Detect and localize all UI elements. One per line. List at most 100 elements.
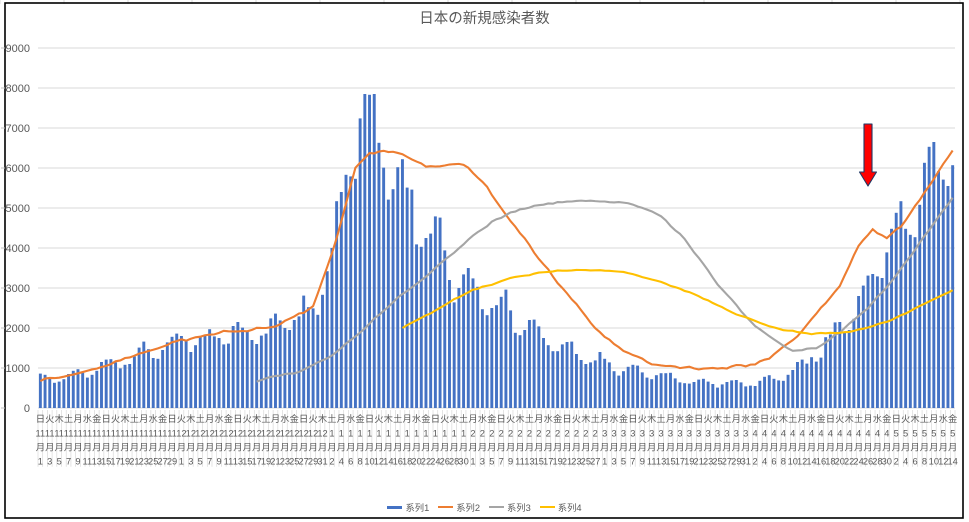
svg-text:月: 月 — [873, 442, 882, 452]
svg-text:1: 1 — [339, 428, 344, 438]
svg-text:日: 日 — [497, 414, 506, 424]
svg-text:月: 月 — [120, 442, 129, 452]
svg-text:7000: 7000 — [6, 123, 30, 135]
svg-text:3: 3 — [602, 428, 607, 438]
svg-text:4000: 4000 — [6, 243, 30, 255]
svg-text:月: 月 — [525, 442, 534, 452]
svg-text:月: 月 — [393, 442, 402, 452]
svg-text:1: 1 — [329, 428, 334, 438]
svg-text:4: 4 — [837, 428, 842, 438]
svg-text:7: 7 — [66, 457, 71, 467]
svg-text:31: 31 — [741, 457, 751, 467]
svg-text:0: 0 — [24, 403, 30, 415]
svg-text:5: 5 — [912, 428, 917, 438]
svg-text:5: 5 — [903, 428, 908, 438]
svg-text:土: 土 — [854, 413, 863, 424]
svg-text:日: 日 — [826, 414, 835, 424]
svg-text:9: 9 — [640, 457, 645, 467]
svg-text:木: 木 — [450, 413, 459, 424]
svg-text:土: 土 — [920, 413, 929, 424]
svg-text:月: 月 — [656, 442, 665, 452]
svg-text:11: 11 — [73, 428, 83, 438]
svg-text:月: 月 — [591, 442, 600, 452]
svg-text:火: 火 — [835, 414, 844, 424]
svg-text:1: 1 — [433, 428, 438, 438]
svg-text:月: 月 — [863, 414, 872, 424]
svg-text:月: 月 — [337, 414, 346, 424]
svg-text:月: 月 — [83, 442, 92, 452]
svg-text:木: 木 — [384, 413, 393, 424]
svg-text:3: 3 — [743, 428, 748, 438]
svg-text:2: 2 — [593, 428, 598, 438]
svg-text:月: 月 — [854, 442, 863, 452]
svg-text:月: 月 — [581, 442, 590, 452]
svg-text:月: 月 — [647, 442, 656, 452]
svg-text:4: 4 — [847, 428, 852, 438]
svg-text:日: 日 — [102, 414, 111, 424]
svg-text:日: 日 — [36, 414, 45, 424]
svg-text:火: 火 — [308, 414, 317, 424]
svg-text:3: 3 — [668, 428, 673, 438]
svg-text:月: 月 — [374, 442, 383, 452]
svg-text:8: 8 — [922, 457, 927, 467]
svg-text:1: 1 — [348, 428, 353, 438]
svg-text:月: 月 — [685, 442, 694, 452]
svg-text:木: 木 — [581, 413, 590, 424]
svg-text:4: 4 — [818, 428, 823, 438]
svg-text:月: 月 — [299, 442, 308, 452]
svg-text:木: 木 — [515, 413, 524, 424]
svg-text:12: 12 — [317, 428, 327, 438]
svg-text:3: 3 — [621, 428, 626, 438]
svg-text:月: 月 — [788, 442, 797, 452]
svg-text:月: 月 — [534, 414, 543, 424]
svg-text:6: 6 — [771, 457, 776, 467]
svg-text:月: 月 — [431, 442, 440, 452]
svg-text:月: 月 — [939, 442, 948, 452]
svg-text:3: 3 — [640, 428, 645, 438]
svg-text:1000: 1000 — [6, 363, 30, 375]
svg-text:6: 6 — [912, 457, 917, 467]
svg-text:月: 月 — [741, 442, 750, 452]
svg-text:3: 3 — [611, 457, 616, 467]
svg-text:9000: 9000 — [6, 43, 30, 55]
svg-text:2: 2 — [564, 428, 569, 438]
svg-text:2: 2 — [574, 428, 579, 438]
svg-text:1: 1 — [386, 428, 391, 438]
svg-text:月: 月 — [750, 442, 759, 452]
svg-text:木: 木 — [318, 413, 327, 424]
svg-text:日: 日 — [233, 414, 242, 424]
svg-text:9: 9 — [216, 457, 221, 467]
svg-text:月: 月 — [572, 442, 581, 452]
svg-text:月: 月 — [149, 442, 158, 452]
svg-text:月: 月 — [798, 414, 807, 424]
svg-text:火: 火 — [440, 414, 449, 424]
svg-text:火: 火 — [111, 414, 120, 424]
svg-text:月: 月 — [835, 442, 844, 452]
svg-text:月: 月 — [233, 442, 242, 452]
svg-text:火: 火 — [45, 414, 54, 424]
svg-text:月: 月 — [506, 442, 515, 452]
svg-text:11: 11 — [45, 428, 55, 438]
svg-text:14: 14 — [947, 457, 957, 467]
svg-text:月: 月 — [384, 442, 393, 452]
svg-text:5: 5 — [621, 457, 626, 467]
svg-text:3: 3 — [480, 457, 485, 467]
svg-text:月: 月 — [111, 442, 120, 452]
svg-text:月: 月 — [36, 442, 45, 452]
svg-text:月: 月 — [497, 442, 506, 452]
svg-text:月: 月 — [252, 442, 261, 452]
svg-text:土: 土 — [261, 413, 270, 424]
svg-text:月: 月 — [487, 442, 496, 452]
svg-text:月: 月 — [807, 442, 816, 452]
svg-text:1: 1 — [405, 428, 410, 438]
svg-text:1: 1 — [179, 457, 184, 467]
svg-text:月: 月 — [205, 442, 214, 452]
svg-text:3: 3 — [677, 428, 682, 438]
svg-text:1: 1 — [414, 428, 419, 438]
svg-text:月: 月 — [205, 414, 214, 424]
svg-text:月: 月 — [769, 442, 778, 452]
svg-text:火: 火 — [769, 414, 778, 424]
svg-text:月: 月 — [675, 442, 684, 452]
svg-text:月: 月 — [318, 442, 327, 452]
svg-text:土: 土 — [130, 413, 139, 424]
